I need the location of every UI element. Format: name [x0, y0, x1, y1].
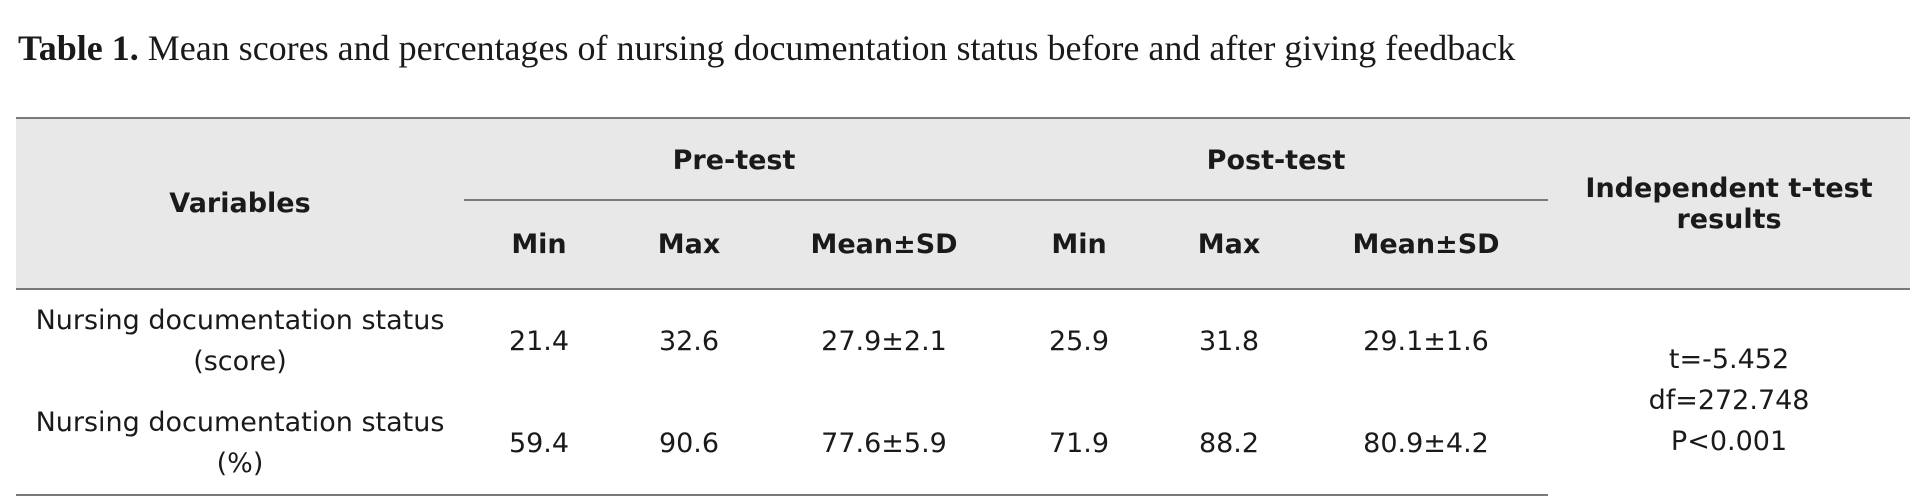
- header-post-mean-sd: Mean±SD: [1304, 201, 1549, 290]
- ttest-p-value: P<0.001: [1670, 426, 1788, 457]
- header-variables: Variables: [16, 117, 464, 290]
- header-pre-mean-sd: Mean±SD: [764, 201, 1005, 290]
- row-variable-score: Nursing documentation status (score): [16, 289, 464, 392]
- header-ttest: Independent t-test results: [1548, 117, 1911, 290]
- ttest-df-value: df=272.748: [1648, 385, 1810, 416]
- ttest-t-value: t=-5.452: [1668, 344, 1790, 375]
- cell-post-max: 88.2: [1154, 392, 1305, 496]
- cell-pre-mean-sd: 27.9±2.1: [821, 325, 947, 357]
- row-variable-line2: (score): [193, 346, 287, 377]
- results-table: Variables Pre-test Post-test Independent…: [16, 117, 1911, 496]
- pre-test-rule: [464, 199, 1005, 201]
- cell-post-max: 31.8: [1198, 325, 1260, 357]
- header-ttest-line1: Independent t-test: [1585, 172, 1873, 204]
- header-pre-test: Pre-test: [464, 117, 1005, 201]
- row-variable-percent: Nursing documentation status (%): [16, 392, 464, 496]
- cell-pre-mean-sd: 77.6±5.9: [764, 392, 1005, 496]
- cell-pre-min: 59.4: [464, 392, 614, 496]
- table-caption-label: Table 1.: [18, 28, 139, 68]
- cell-post-mean-sd: 80.9±4.2: [1304, 392, 1549, 496]
- table-row: Nursing documentation status (%) 59.4 90…: [16, 392, 1910, 496]
- row-variable-line1: Nursing documentation status: [35, 305, 445, 336]
- header-ttest-line2: results: [1676, 203, 1782, 235]
- cell-post-min: 25.9: [1048, 325, 1110, 357]
- cell-pre-min: 21.4: [508, 325, 570, 357]
- table-caption: Table 1. Mean scores and percentages of …: [18, 22, 1515, 74]
- header-post-test: Post-test: [1004, 117, 1549, 201]
- header-post-min: Min: [1004, 201, 1155, 290]
- cell-post-mean-sd: 29.1±1.6: [1363, 325, 1489, 357]
- header-post-max: Max: [1154, 201, 1305, 290]
- cell-post-min: 71.9: [1004, 392, 1155, 496]
- cell-pre-max: 32.6: [658, 325, 720, 357]
- results-table-container: Variables Pre-test Post-test Independent…: [16, 117, 1911, 496]
- row-variable-line1: Nursing documentation status: [35, 407, 445, 438]
- cell-pre-max: 90.6: [614, 392, 764, 496]
- table-row: Nursing documentation status (score) 21.…: [16, 289, 1910, 457]
- header-pre-min: Min: [464, 201, 614, 290]
- ttest-results-block: t=-5.452 df=272.748 P<0.001: [1548, 339, 1910, 462]
- table-caption-text: Mean scores and percentages of nursing d…: [147, 28, 1516, 68]
- cell-ttest-results: t=-5.452 df=272.748 P<0.001: [1548, 289, 1910, 495]
- header-pre-max: Max: [614, 201, 764, 290]
- row-variable-line2: (%): [216, 448, 264, 479]
- header-post-test-label: Post-test: [1206, 144, 1346, 176]
- header-pre-test-label: Pre-test: [672, 144, 796, 176]
- post-test-rule: [1004, 199, 1549, 201]
